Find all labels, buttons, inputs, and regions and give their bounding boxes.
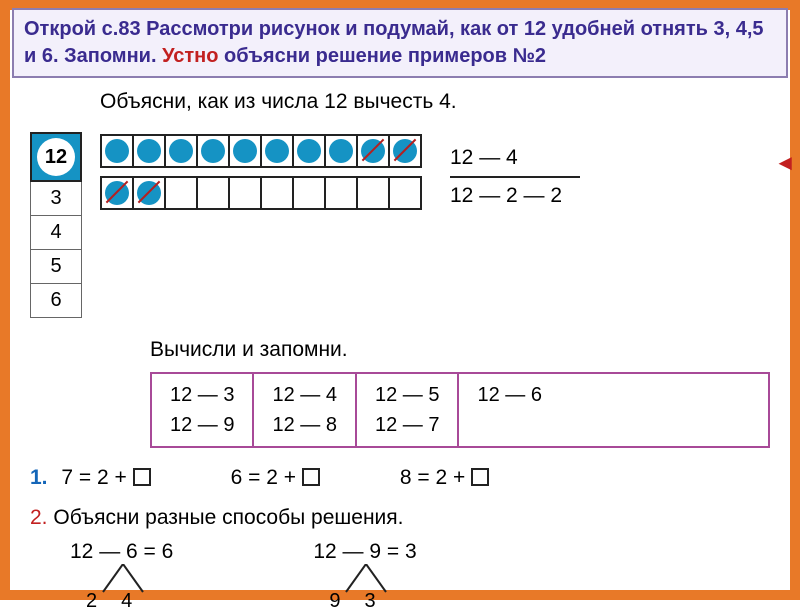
dot-cell — [356, 134, 390, 168]
dot-cell — [132, 176, 166, 210]
dot-icon — [169, 139, 193, 163]
dot-cell — [292, 176, 326, 210]
instruction-text-red: Устно — [162, 45, 218, 67]
dot-cell — [100, 134, 134, 168]
dot-crossed-icon — [361, 139, 385, 163]
number-cell: 6 — [30, 284, 82, 318]
dot-row — [100, 176, 422, 210]
explain-title: Объясни, как из числа 12 вычесть 4. — [100, 90, 770, 114]
dot-cell — [196, 134, 230, 168]
tree-equation: 12 — 6 = 6 — [70, 540, 173, 564]
calc-expression: 12 — 9 — [170, 410, 234, 440]
calc-expression: 12 — 6 — [477, 380, 541, 410]
calc-expression: 12 — 3 — [170, 380, 234, 410]
dot-cell — [164, 134, 198, 168]
blank-box — [471, 468, 489, 486]
dot-cell — [228, 176, 262, 210]
dot-icon — [265, 139, 289, 163]
calc-title: Вычисли и запомни. — [150, 338, 770, 362]
dot-row — [100, 134, 422, 168]
blank-box — [302, 468, 320, 486]
dot-cell — [388, 134, 422, 168]
dot-icon — [137, 139, 161, 163]
dot-cell — [260, 176, 294, 210]
dot-crossed-icon — [105, 181, 129, 205]
tree-leaf: 9 — [329, 590, 340, 613]
dot-cell — [132, 134, 166, 168]
dot-cell — [324, 176, 358, 210]
calc-expression: 12 — 7 — [375, 410, 439, 440]
decomposition-tree: 12 — 9 = 3 9 3 — [313, 540, 416, 564]
dot-cell — [164, 176, 198, 210]
dot-icon — [329, 139, 353, 163]
tree-leaf: 3 — [364, 590, 375, 613]
dot-cell — [260, 134, 294, 168]
blank-box — [133, 468, 151, 486]
dot-crossed-icon — [137, 181, 161, 205]
instruction-text-2: объясни решение примеров №2 — [218, 45, 546, 67]
equation-rule — [450, 176, 580, 178]
exercise-1-item: 6 = 2 + — [231, 466, 302, 489]
number-cell: 4 — [30, 216, 82, 250]
dot-cell — [228, 134, 262, 168]
calc-table: 12 — 312 — 912 — 412 — 812 — 512 — 712 —… — [150, 372, 770, 448]
tree-leaf: 2 — [86, 590, 97, 613]
exercise-2: 2. Объясни разные способы решения. — [30, 506, 770, 530]
number-cell: 5 — [30, 250, 82, 284]
dot-cell — [324, 134, 358, 168]
dot-icon — [105, 139, 129, 163]
tree-leaf: 4 — [121, 590, 132, 613]
dot-cell — [388, 176, 422, 210]
calc-expression: 12 — 5 — [375, 380, 439, 410]
exercise-1: 1. 7 = 2 + 6 = 2 + 8 = 2 + — [30, 466, 770, 490]
equation-bottom: 12 — 2 — 2 — [450, 180, 580, 212]
number-head: 12 — [30, 132, 82, 182]
number-cell: 3 — [30, 182, 82, 216]
exercise-1-item: 8 = 2 + — [400, 466, 471, 489]
exercise-1-label: 1. — [30, 466, 48, 489]
equation-top: 12 — 4 — [450, 142, 580, 174]
decomposition-tree: 12 — 6 = 6 2 4 — [70, 540, 173, 564]
calc-column: 12 — 312 — 9 — [152, 374, 254, 446]
calc-column: 12 — 412 — 8 — [254, 374, 356, 446]
calc-column: 12 — 6 — [459, 374, 559, 446]
exercise-2-title: Объясни разные способы решения. — [53, 506, 403, 529]
number-column: 12 3 4 5 6 — [30, 132, 82, 318]
calc-expression: 12 — 4 — [272, 380, 336, 410]
calc-expression: 12 — 8 — [272, 410, 336, 440]
margin-marker-icon: ◄ — [774, 150, 796, 176]
number-head-value: 12 — [37, 138, 75, 176]
exercise-2-trees: 12 — 6 = 6 2 4 12 — 9 = 3 9 3 — [70, 540, 770, 564]
dot-icon — [297, 139, 321, 163]
equation-block: 12 — 4 12 — 2 — 2 — [450, 142, 580, 211]
dot-cell — [292, 134, 326, 168]
dot-cell — [356, 176, 390, 210]
calc-column: 12 — 512 — 7 — [357, 374, 459, 446]
dots-diagram — [100, 134, 422, 210]
dot-crossed-icon — [393, 139, 417, 163]
exercise-2-label: 2. — [30, 506, 48, 529]
dot-icon — [201, 139, 225, 163]
tree-equation: 12 — 9 = 3 — [313, 540, 416, 564]
dot-icon — [233, 139, 257, 163]
dot-cell — [100, 176, 134, 210]
exercise-1-item: 7 = 2 + — [61, 466, 132, 489]
dot-cell — [196, 176, 230, 210]
instruction-box: Открой с.83 Рассмотри рисунок и подумай,… — [12, 8, 788, 78]
